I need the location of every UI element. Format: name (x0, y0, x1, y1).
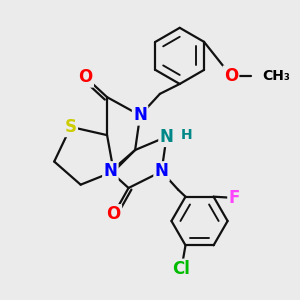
Text: CH₃: CH₃ (262, 69, 290, 83)
Text: S: S (65, 118, 77, 136)
Text: F: F (229, 189, 240, 207)
Text: H: H (180, 128, 192, 142)
Text: N: N (154, 163, 169, 181)
Text: N: N (103, 163, 117, 181)
Text: N: N (160, 128, 173, 146)
Text: O: O (106, 206, 121, 224)
Text: O: O (79, 68, 93, 86)
Text: O: O (224, 67, 238, 85)
Text: Cl: Cl (172, 260, 190, 278)
Text: N: N (133, 106, 147, 124)
